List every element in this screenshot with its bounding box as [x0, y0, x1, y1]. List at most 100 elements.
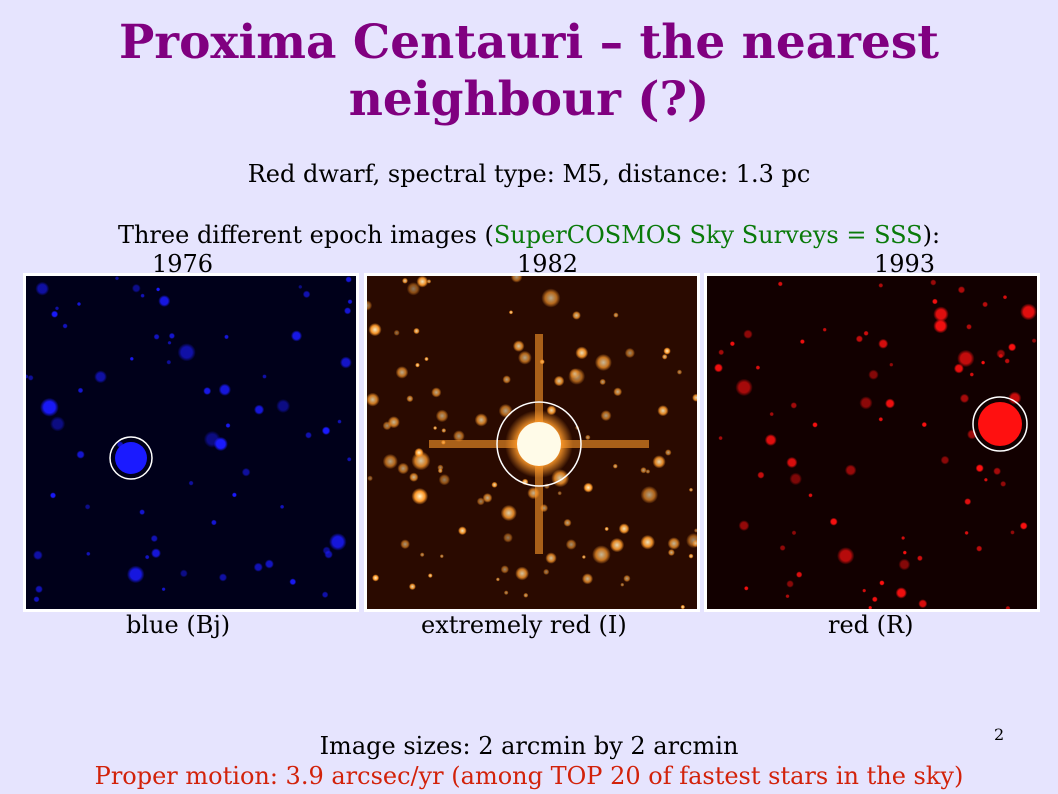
star [211, 519, 217, 526]
star [427, 573, 433, 578]
star [572, 311, 581, 320]
star [26, 374, 29, 379]
star [518, 350, 532, 365]
subtitle: Red dwarf, spectral type: M5, distance: … [247, 160, 811, 188]
star [441, 428, 447, 433]
epoch-suffix: ): [922, 221, 941, 249]
star [503, 590, 509, 595]
star [623, 574, 631, 583]
star [575, 346, 589, 360]
star [231, 492, 237, 498]
star [917, 555, 923, 562]
star [54, 306, 60, 311]
star [645, 469, 651, 474]
star [188, 480, 194, 486]
star [419, 552, 425, 557]
star [1031, 338, 1037, 344]
proxima-marker-ring [972, 396, 1028, 452]
star [1008, 343, 1017, 352]
star [500, 504, 517, 522]
star [878, 283, 884, 288]
star [302, 290, 311, 299]
star [871, 596, 878, 603]
star [512, 340, 525, 352]
star [408, 583, 416, 591]
caption-red: red (R) [828, 611, 914, 639]
blue-epoch-image [23, 273, 359, 612]
star [998, 353, 1004, 359]
star [1000, 480, 1007, 487]
star [321, 591, 329, 598]
star [609, 537, 625, 553]
star [262, 374, 267, 379]
star [744, 586, 749, 591]
proxima-marker-ring [496, 401, 582, 487]
sss-link[interactable]: SuperCOSMOS Sky Surveys = SSS [493, 221, 923, 249]
star [855, 335, 863, 343]
proxima-core [517, 422, 561, 466]
star [959, 393, 970, 404]
star [957, 286, 966, 294]
star [433, 426, 438, 430]
slide-title: Proxima Centauri – the nearest neighbour… [118, 15, 940, 127]
star [604, 526, 609, 532]
star [382, 453, 398, 470]
star [179, 569, 188, 578]
star [863, 330, 869, 336]
star [156, 287, 161, 292]
star [168, 332, 175, 339]
star [1004, 358, 1010, 364]
star [438, 474, 451, 486]
star [652, 455, 666, 469]
star [400, 539, 410, 550]
proxima-star [115, 442, 147, 474]
slide-number: 2 [994, 725, 1005, 744]
star [166, 359, 172, 365]
star [495, 577, 500, 582]
star [254, 404, 265, 415]
star [964, 530, 969, 535]
star [129, 356, 134, 361]
star [76, 450, 85, 459]
star [729, 341, 735, 347]
star [692, 393, 697, 402]
star [409, 472, 419, 482]
star [718, 435, 723, 441]
star [50, 416, 66, 432]
star [718, 349, 725, 356]
star [933, 318, 948, 334]
star [77, 387, 84, 394]
star [35, 585, 43, 594]
star [889, 362, 894, 367]
star [35, 281, 50, 296]
star [27, 374, 34, 381]
star [523, 592, 529, 598]
star [620, 582, 625, 587]
caption-extremely-red: extremely red (I) [421, 611, 627, 639]
red-epoch-image [704, 273, 1040, 612]
star [743, 329, 753, 339]
star [868, 605, 873, 609]
star [594, 354, 612, 371]
star [786, 456, 798, 469]
star [879, 580, 885, 586]
star [837, 547, 855, 565]
star [62, 323, 68, 329]
red-star-field [707, 276, 1037, 609]
star [885, 398, 895, 409]
star [431, 387, 442, 398]
star [844, 464, 857, 476]
star [777, 281, 783, 287]
star [150, 534, 158, 543]
star [868, 369, 879, 380]
star [976, 545, 983, 552]
star [543, 568, 550, 575]
star [161, 587, 166, 592]
star [953, 363, 964, 374]
star [569, 368, 580, 379]
star [33, 550, 43, 561]
star [688, 487, 694, 492]
star [878, 338, 889, 349]
star [1008, 391, 1022, 405]
star [177, 343, 196, 362]
